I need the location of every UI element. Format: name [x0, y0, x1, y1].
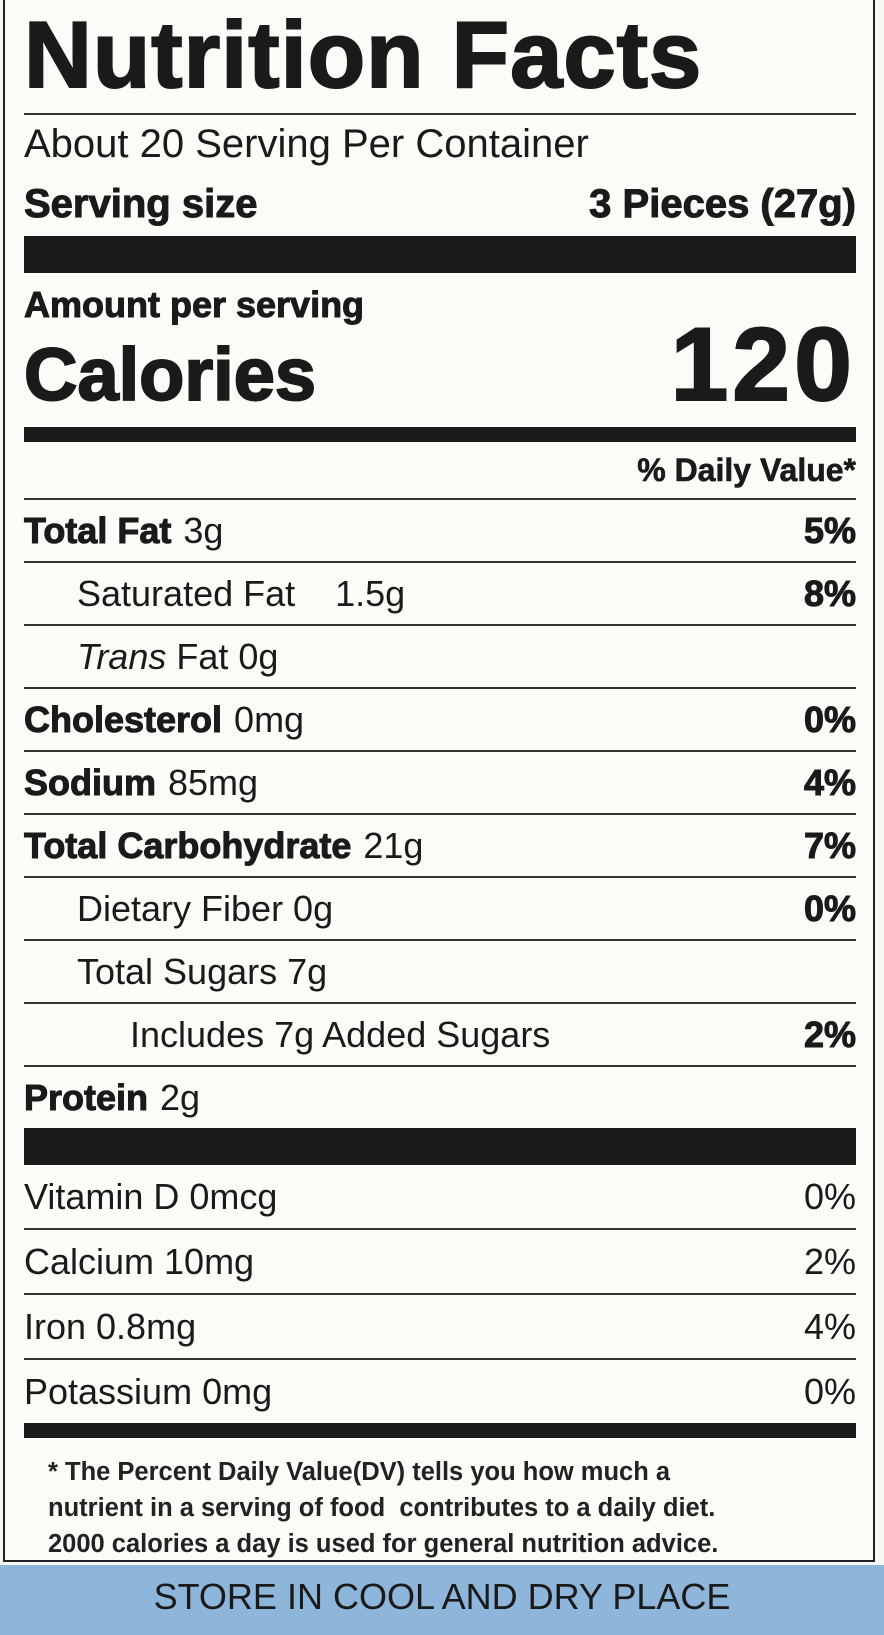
footnote-line: * The Percent Daily Value(DV) tells you … [48, 1458, 671, 1486]
nutrient-label: Includes 7g Added Sugars [24, 1014, 550, 1056]
nutrient-dv: 7% [803, 824, 856, 866]
nutrient-amount: 3g [183, 509, 224, 551]
amount-per-serving: Amount per serving [24, 284, 365, 326]
nutrient-amount: 2g [160, 1076, 201, 1118]
nutrient-italic: Trans [77, 635, 167, 677]
nutrient-name: Fat 0g [176, 635, 279, 677]
nutrient-dv: 8% [803, 572, 856, 614]
nutrient-row: Sodium 85mg 4% [24, 750, 857, 813]
nutrient-row: Total Fat 3g 5% [23, 498, 857, 561]
nutrient-name: Includes 7g Added Sugars [130, 1013, 551, 1055]
panel-content: Nutrition Facts About 20 Serving Per Con… [23, 0, 857, 1562]
nutrient-name: Dietary Fiber 0g [77, 887, 334, 929]
nutrient-dv: 2% [803, 1013, 856, 1055]
nutrient-row: Total Sugars 7g [24, 939, 856, 1002]
footnote: * The Percent Daily Value(DV) tells you … [24, 1454, 856, 1562]
vitamin-row: Iron 0.8mg 4% [24, 1293, 856, 1358]
footnote-line: nutrient in a serving of food contribute… [48, 1494, 716, 1522]
nutrient-name: Total Sugars 7g [77, 950, 328, 992]
nutrient-row: Cholesterol 0mg 0% [23, 687, 857, 750]
vitamin-dv: 0% [803, 1370, 856, 1412]
nutrient-label: Total Fat 3g [23, 509, 224, 552]
vitamin-name: Potassium 0mg [24, 1370, 273, 1412]
vitamin-row: Calcium 10mg 2% [24, 1228, 856, 1293]
nutrient-name: Sodium [24, 761, 157, 803]
vitamin-name: Calcium 10mg [24, 1240, 255, 1282]
nutrient-row: Trans Fat 0g [24, 624, 856, 687]
vitamin-dv: 2% [803, 1240, 856, 1282]
nutrients: Total Fat 3g 5% Saturated Fat 1.5g 8% Trans Fa… [23, 498, 857, 1128]
nutrient-row: Includes 7g Added Sugars 2% [24, 1002, 857, 1065]
nutrient-dv: 5% [803, 509, 856, 551]
nutrition-panel: Nutrition Facts About 20 Serving Per Con… [3, 0, 875, 1562]
vitamin-row: Vitamin D 0mcg 0% [24, 1165, 856, 1228]
nutrient-row: Total Carbohydrate 21g 7% [23, 813, 857, 876]
serving-size-label: Serving size [23, 182, 258, 227]
nutrient-label: Total Sugars 7g [24, 951, 327, 993]
medium-bar [24, 1423, 856, 1438]
nutrient-name: Saturated Fat [77, 572, 296, 614]
storage-note: STORE IN COOL AND DRY PLACE [0, 1565, 884, 1635]
nutrient-name: Total Fat [23, 509, 172, 551]
nutrient-label: Saturated Fat 1.5g [24, 573, 405, 615]
daily-value-header: % Daily Value* [637, 452, 856, 489]
vitamin-name: Vitamin D 0mcg [24, 1175, 278, 1217]
nutrient-label: Dietary Fiber 0g [24, 888, 333, 930]
title: Nutrition Facts [23, 0, 856, 115]
nutrient-name: Total Carbohydrate [23, 824, 352, 866]
calories-label: Calories [23, 333, 317, 416]
nutrient-amount: 85mg [168, 761, 259, 803]
nutrient-label: Protein 2g [23, 1076, 201, 1119]
vitamin-dv: 4% [803, 1305, 856, 1347]
nutrient-dv: 4% [803, 761, 856, 803]
thick-bar [24, 1128, 856, 1165]
footnote-line: 2000 calories a day is used for general … [48, 1530, 719, 1558]
nutrient-dv: 0% [803, 887, 856, 929]
nutrient-row: Saturated Fat 1.5g 8% [24, 561, 857, 624]
nutrient-row: Dietary Fiber 0g 0% [24, 876, 857, 939]
nutrient-amount: 21g [363, 824, 424, 866]
nutrient-dv: 0% [803, 698, 856, 740]
thick-bar [24, 236, 856, 273]
serving-size-value: 3 Pieces (27g) [589, 182, 857, 227]
nutrient-name: Protein [23, 1076, 149, 1118]
nutrient-name: Cholesterol [23, 698, 223, 740]
servings: About 20 Serving Per Container [24, 122, 589, 166]
vitamin-row: Potassium 0mg 0% [24, 1358, 856, 1423]
nutrient-amount: 1.5g [335, 572, 406, 614]
nutrient-label: Sodium 85mg [24, 761, 259, 804]
vitamin-dv: 0% [803, 1175, 856, 1217]
medium-bar [24, 427, 856, 442]
vitamins: Vitamin D 0mcg 0% Calcium 10mg 2% Iron 0.8mg… [24, 1165, 856, 1423]
nutrient-label: Cholesterol 0mg [23, 698, 305, 741]
serving-size: Serving size 3 Pieces (27g) [23, 173, 857, 235]
nutrient-label: Total Carbohydrate 21g [23, 824, 424, 867]
calories-value: 120 [669, 307, 856, 423]
vitamin-name: Iron 0.8mg [24, 1305, 197, 1347]
nutrient-row: Protein 2g [23, 1065, 856, 1128]
calories-row: Calories 120 [23, 312, 856, 418]
nutrient-amount: 0mg [234, 698, 305, 740]
nutrient-label: Trans Fat 0g [24, 636, 278, 678]
